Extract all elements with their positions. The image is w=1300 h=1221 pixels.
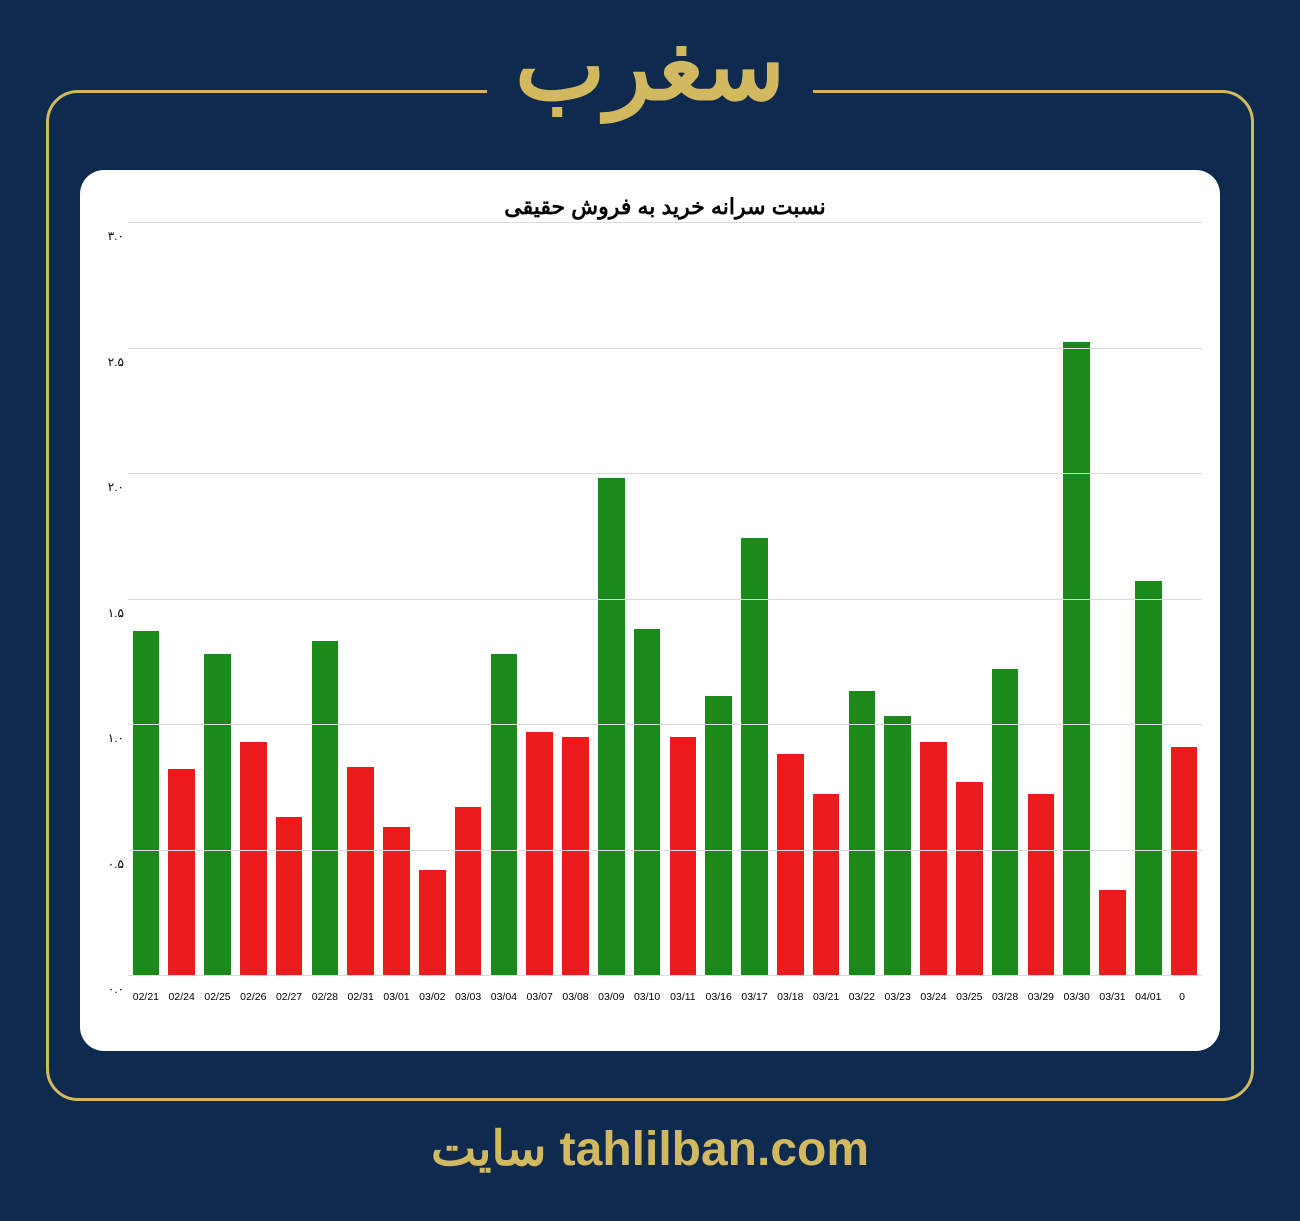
y-tick-label: ۰.۰ — [84, 982, 124, 996]
footer-text: سایت tahlilban.com — [431, 1123, 869, 1176]
y-tick-label: ۳.۰ — [84, 229, 124, 243]
bar — [526, 732, 552, 975]
bar — [1171, 747, 1197, 975]
bar — [956, 782, 982, 975]
bar — [741, 538, 767, 975]
x-tick-label: 02/28 — [312, 991, 338, 1003]
footer-label: سایت — [431, 1123, 546, 1176]
bar — [1135, 581, 1161, 975]
x-tick-label: 03/16 — [706, 991, 732, 1003]
x-tick-label: 03/22 — [849, 991, 875, 1003]
bar — [670, 737, 696, 975]
x-axis: 02/21 02/24 02/25 02/26 02/27 02/28 02/31 03/01… — [128, 979, 1202, 1003]
x-tick-label: 02/27 — [276, 991, 302, 1003]
canvas: سغرب نسبت سرانه خرید به فروش حقیقی ۰.۰ ۰.… — [0, 0, 1300, 1221]
y-tick-label: ۲.۰ — [84, 480, 124, 494]
bar — [992, 669, 1018, 975]
x-tick-label: 03/28 — [992, 991, 1018, 1003]
gridline — [128, 724, 1202, 725]
x-tick-label: 03/10 — [634, 991, 660, 1003]
y-tick-label: ۰.۵ — [84, 857, 124, 871]
y-tick-label: ۱.۰ — [84, 731, 124, 745]
x-tick-label: 03/04 — [491, 991, 517, 1003]
y-tick-label: ۱.۵ — [84, 606, 124, 620]
x-tick-label: 03/31 — [1099, 991, 1125, 1003]
bar — [168, 769, 194, 975]
bar — [347, 767, 373, 975]
x-tick-label: 02/25 — [204, 991, 230, 1003]
x-tick-label: 03/07 — [527, 991, 553, 1003]
bar — [1028, 794, 1054, 975]
x-tick-label: 0 — [1179, 991, 1185, 1003]
x-tick-label: 03/11 — [670, 991, 696, 1003]
x-tick-label: 02/24 — [169, 991, 195, 1003]
x-tick-label: 03/02 — [419, 991, 445, 1003]
footer: سایت tahlilban.com — [0, 1121, 1300, 1177]
x-tick-label: 03/08 — [562, 991, 588, 1003]
bar — [884, 716, 910, 975]
bar — [276, 817, 302, 975]
gridline — [128, 473, 1202, 474]
x-tick-label: 04/01 — [1135, 991, 1161, 1003]
x-tick-label: 03/24 — [920, 991, 946, 1003]
x-tick-label: 02/21 — [133, 991, 159, 1003]
bar — [920, 742, 946, 975]
x-tick-label: 03/18 — [777, 991, 803, 1003]
x-tick-label: 03/30 — [1064, 991, 1090, 1003]
gridline — [128, 599, 1202, 600]
gridline — [128, 222, 1202, 223]
bar — [598, 478, 624, 975]
bar — [312, 641, 338, 975]
page-title: سغرب — [0, 10, 1300, 122]
x-tick-label: 03/03 — [455, 991, 481, 1003]
x-tick-label: 03/29 — [1028, 991, 1054, 1003]
x-tick-label: 03/25 — [956, 991, 982, 1003]
x-tick-label: 03/17 — [741, 991, 767, 1003]
bar — [705, 696, 731, 975]
y-axis: ۰.۰۰.۵۱.۰۱.۵۲.۰۲.۵۳.۰ — [84, 222, 124, 975]
footer-url: tahlilban.com — [560, 1123, 869, 1176]
x-tick-label: 03/23 — [885, 991, 911, 1003]
bar — [419, 870, 445, 975]
gridline — [128, 850, 1202, 851]
bar — [813, 794, 839, 975]
x-tick-label: 02/26 — [240, 991, 266, 1003]
bar — [204, 654, 230, 975]
gridline — [128, 348, 1202, 349]
bar — [1063, 342, 1089, 975]
bar — [849, 691, 875, 975]
bar — [240, 742, 266, 975]
bar — [455, 807, 481, 975]
chart-card: نسبت سرانه خرید به فروش حقیقی ۰.۰ ۰.۵ ۱.۰ ۱… — [80, 170, 1220, 1051]
page-title-text: سغرب — [487, 10, 813, 122]
bar — [133, 631, 159, 975]
bar — [491, 654, 517, 975]
bar — [777, 754, 803, 975]
x-tick-label: 03/01 — [383, 991, 409, 1003]
bar — [562, 737, 588, 975]
plot-area — [128, 222, 1202, 975]
x-tick-label: 03/21 — [813, 991, 839, 1003]
x-tick-label: 02/31 — [348, 991, 374, 1003]
x-tick-label: 03/09 — [598, 991, 624, 1003]
y-tick-label: ۲.۵ — [84, 355, 124, 369]
chart-title: نسبت سرانه خرید به فروش حقیقی — [128, 194, 1202, 220]
bar — [634, 629, 660, 975]
plot: ۰.۰۰.۵۱.۰۱.۵۲.۰۲.۵۳.۰ 02/2102/2402/2502/… — [128, 222, 1202, 1003]
gridline — [128, 975, 1202, 976]
bar — [1099, 890, 1125, 975]
